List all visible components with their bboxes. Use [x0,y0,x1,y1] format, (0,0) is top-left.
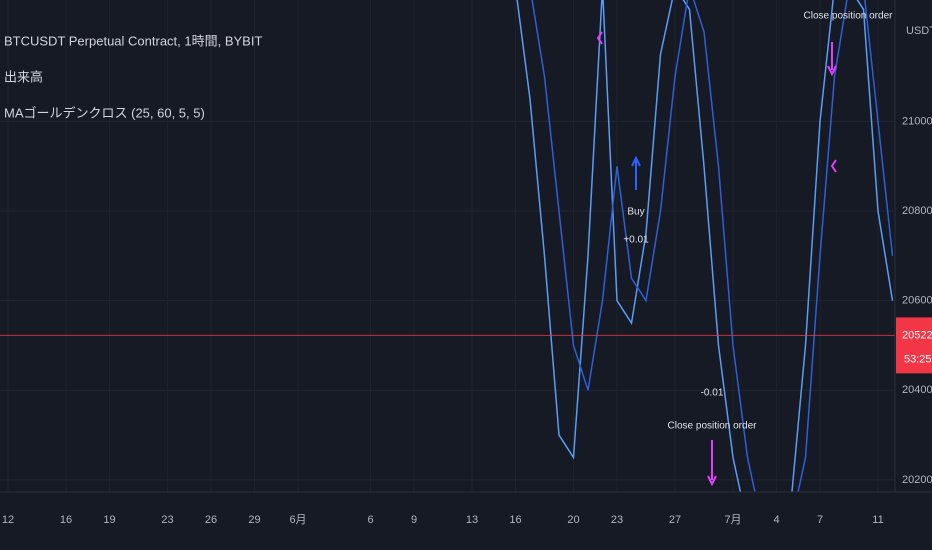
trade-annotation: Buy [627,207,644,218]
y-tick-label: 20800.0 [902,205,932,217]
plot-area [0,0,895,492]
x-tick-label: 12 [2,514,14,526]
x-tick-label: 13 [466,514,478,526]
x-tick-label: 19 [103,514,115,526]
x-tick-label: 11 [872,514,883,526]
trade-annotation: -0.01 [701,388,724,399]
y-tick-label: 21000.0 [902,115,932,127]
y-tick-label: 20600.0 [902,295,932,307]
y-tick-label: 20200.0 [902,474,932,486]
x-tick-label: 6 [367,514,373,526]
x-tick-label: 23 [161,514,173,526]
buy-arrow [631,155,641,190]
x-tick-label: 23 [611,514,623,526]
grid [0,120,895,481]
y-unit: USDT [906,25,932,37]
x-tick-label: 16 [60,514,72,526]
last-price-label: 20522.5 [902,329,932,341]
x-tick-label: 27 [669,514,681,526]
indicator-label: MAゴールデンクロス (25, 60, 5, 5) [4,105,205,120]
countdown-label: 53:25 [904,353,932,365]
x-tick-label: 7月 [724,514,741,526]
x-tick-label: 4 [773,514,779,526]
trade-annotation: Close position order [668,421,758,432]
close-arrow [827,42,837,77]
x-tick-label: 7 [817,514,823,526]
x-tick-label: 6月 [289,514,306,526]
y-tick-label: 20400.0 [902,384,932,396]
x-tick-label: 29 [248,514,260,526]
close-arrow [707,440,717,487]
chart-title: BTCUSDT Perpetual Contract, 1時間, BYBIT [4,33,262,48]
last-price-box [896,317,932,374]
trade-markers [596,31,837,487]
indicator-label: 出来高 [4,69,43,84]
exit-marker [596,31,603,45]
x-tick-label: 26 [205,514,217,526]
ma-line [516,0,894,492]
x-tick-label: 20 [567,514,579,526]
ma-line [531,0,894,492]
trade-annotation: +0.01 [623,235,649,246]
trade-annotation: Close position order [804,11,894,22]
exit-marker [830,159,837,173]
x-tick-label: 16 [509,514,521,526]
x-tick-label: 9 [411,514,417,526]
